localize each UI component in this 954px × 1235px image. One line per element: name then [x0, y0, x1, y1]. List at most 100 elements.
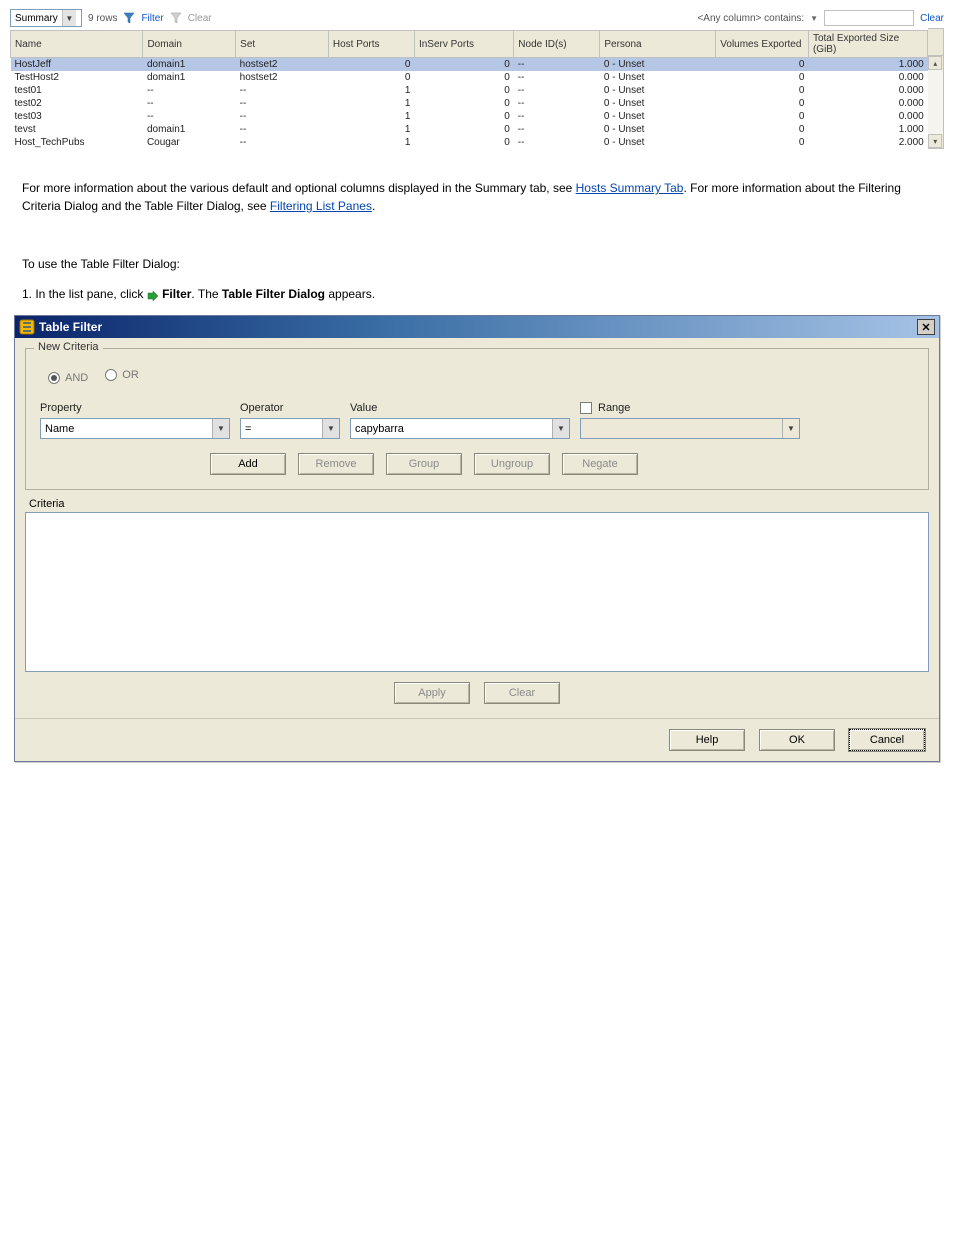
cell: 0: [414, 97, 513, 110]
cell: 1.000: [808, 58, 927, 72]
help-button[interactable]: Help: [669, 729, 745, 751]
arrow-right-icon: [147, 289, 159, 301]
scroll-down-button[interactable]: ▾: [928, 134, 942, 148]
cell: 0.000: [808, 110, 927, 123]
filter-link[interactable]: Filter: [141, 13, 163, 24]
step-1: 1. In the list pane, click Filter. The T…: [22, 285, 936, 303]
operator-label: Operator: [240, 402, 340, 414]
value-input[interactable]: capybarra ▼: [350, 418, 570, 439]
scroll-up-button[interactable]: ▴: [928, 56, 942, 70]
column-header[interactable]: Domain: [143, 31, 236, 58]
cell: Cougar: [143, 136, 236, 149]
cell: --: [236, 97, 329, 110]
cell: 0 - Unset: [600, 84, 716, 97]
cell: --: [236, 84, 329, 97]
cell: 0: [328, 71, 414, 84]
cell: 0 - Unset: [600, 71, 716, 84]
radio-and[interactable]: AND: [48, 372, 88, 384]
criteria-list[interactable]: [25, 512, 929, 672]
chevron-down-icon: ▼: [552, 419, 569, 438]
cell: 0.000: [808, 84, 927, 97]
cell: 1: [328, 123, 414, 136]
remove-button[interactable]: Remove: [298, 453, 374, 475]
range-checkbox[interactable]: Range: [580, 402, 800, 414]
filtering-list-panes-link[interactable]: Filtering List Panes: [270, 199, 372, 213]
chevron-down-icon: ▼: [62, 10, 76, 26]
table-row[interactable]: Host_TechPubsCougar--10--0 - Unset02.000: [11, 136, 928, 149]
logic-radios: AND OR: [48, 369, 914, 384]
radio-or[interactable]: OR: [105, 369, 139, 381]
column-header[interactable]: InServ Ports: [414, 31, 513, 58]
chevron-down-icon: ▼: [782, 419, 799, 438]
dialog-title: Table Filter: [39, 320, 102, 334]
apply-button[interactable]: Apply: [394, 682, 470, 704]
cell: 0 - Unset: [600, 97, 716, 110]
row-count: 9 rows: [88, 13, 117, 24]
table-row[interactable]: TestHost2domain1hostset200--0 - Unset00.…: [11, 71, 928, 84]
summary-grid: Summary ▼ 9 rows Filter Clear <Any colum…: [10, 8, 944, 149]
cell: hostset2: [236, 58, 329, 72]
cell: --: [236, 110, 329, 123]
cell: 0: [414, 84, 513, 97]
search-input[interactable]: [824, 10, 914, 26]
cell: domain1: [143, 123, 236, 136]
cancel-button[interactable]: Cancel: [849, 729, 925, 751]
chevron-down-icon: ▼: [322, 419, 339, 438]
cell: test02: [11, 97, 143, 110]
cell: domain1: [143, 58, 236, 72]
add-button[interactable]: Add: [210, 453, 286, 475]
cell: --: [143, 110, 236, 123]
cell: 0: [328, 58, 414, 72]
cell: 0: [716, 58, 809, 72]
cell: 1: [328, 136, 414, 149]
cell: tevst: [11, 123, 143, 136]
range-input[interactable]: ▼: [580, 418, 800, 439]
column-header[interactable]: Volumes Exported: [716, 31, 809, 58]
cell: 0: [414, 123, 513, 136]
cell: --: [236, 123, 329, 136]
cell: 0: [716, 110, 809, 123]
cell: --: [514, 58, 600, 72]
table-row[interactable]: test01----10--0 - Unset00.000: [11, 84, 928, 97]
negate-button[interactable]: Negate: [562, 453, 638, 475]
close-button[interactable]: ✕: [917, 319, 935, 335]
column-header[interactable]: Persona: [600, 31, 716, 58]
table-row[interactable]: test02----10--0 - Unset00.000: [11, 97, 928, 110]
cell: --: [514, 84, 600, 97]
column-header[interactable]: Node ID(s): [514, 31, 600, 58]
column-header[interactable]: Set: [236, 31, 329, 58]
cell: 0 - Unset: [600, 58, 716, 72]
cell: 0: [414, 110, 513, 123]
group-button[interactable]: Group: [386, 453, 462, 475]
cell: test03: [11, 110, 143, 123]
chevron-down-icon: ▼: [212, 419, 229, 438]
operator-select[interactable]: = ▼: [240, 418, 340, 439]
column-header[interactable]: Host Ports: [328, 31, 414, 58]
cell: 0 - Unset: [600, 123, 716, 136]
property-select[interactable]: Name ▼: [40, 418, 230, 439]
cell: --: [514, 71, 600, 84]
cell: --: [514, 110, 600, 123]
clear-filter-link[interactable]: Clear: [188, 13, 212, 24]
table-row[interactable]: test03----10--0 - Unset00.000: [11, 110, 928, 123]
view-selector-value: Summary: [15, 13, 58, 24]
cell: 0: [716, 123, 809, 136]
column-header[interactable]: Name: [11, 31, 143, 58]
clear-search-link[interactable]: Clear: [920, 13, 944, 24]
cell: test01: [11, 84, 143, 97]
data-table: NameDomainSetHost PortsInServ PortsNode …: [10, 30, 928, 149]
ungroup-button[interactable]: Ungroup: [474, 453, 550, 475]
column-header[interactable]: Total Exported Size (GiB): [808, 31, 927, 58]
hosts-summary-link[interactable]: Hosts Summary Tab: [576, 181, 684, 195]
view-selector[interactable]: Summary ▼: [10, 9, 82, 27]
ok-button[interactable]: OK: [759, 729, 835, 751]
table-row[interactable]: HostJeffdomain1hostset200--0 - Unset01.0…: [11, 58, 928, 72]
body-text: For more information about the various d…: [22, 179, 936, 303]
cell: 0: [414, 58, 513, 72]
table-row[interactable]: tevstdomain1--10--0 - Unset01.000: [11, 123, 928, 136]
cell: --: [143, 84, 236, 97]
cell: 1.000: [808, 123, 927, 136]
cell: hostset2: [236, 71, 329, 84]
cell: --: [514, 123, 600, 136]
clear-button[interactable]: Clear: [484, 682, 560, 704]
